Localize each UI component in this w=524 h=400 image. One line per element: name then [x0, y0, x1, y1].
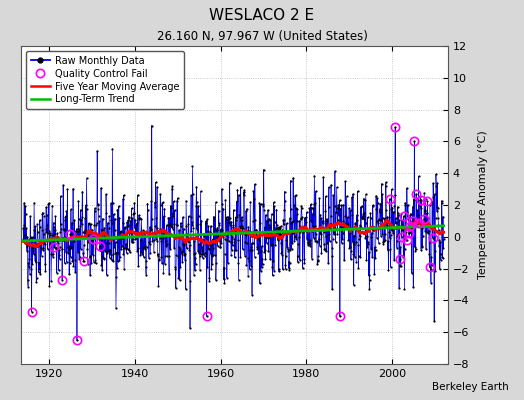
- Y-axis label: Temperature Anomaly (°C): Temperature Anomaly (°C): [478, 131, 488, 279]
- Text: 26.160 N, 97.967 W (United States): 26.160 N, 97.967 W (United States): [157, 30, 367, 43]
- Text: Berkeley Earth: Berkeley Earth: [432, 382, 508, 392]
- Legend: Raw Monthly Data, Quality Control Fail, Five Year Moving Average, Long-Term Tren: Raw Monthly Data, Quality Control Fail, …: [26, 51, 184, 109]
- Text: WESLACO 2 E: WESLACO 2 E: [210, 8, 314, 23]
